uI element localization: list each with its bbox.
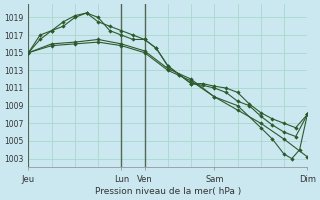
X-axis label: Pression niveau de la mer( hPa ): Pression niveau de la mer( hPa ) [95, 187, 241, 196]
